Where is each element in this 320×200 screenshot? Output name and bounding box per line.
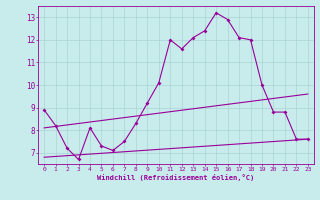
X-axis label: Windchill (Refroidissement éolien,°C): Windchill (Refroidissement éolien,°C) [97,174,255,181]
